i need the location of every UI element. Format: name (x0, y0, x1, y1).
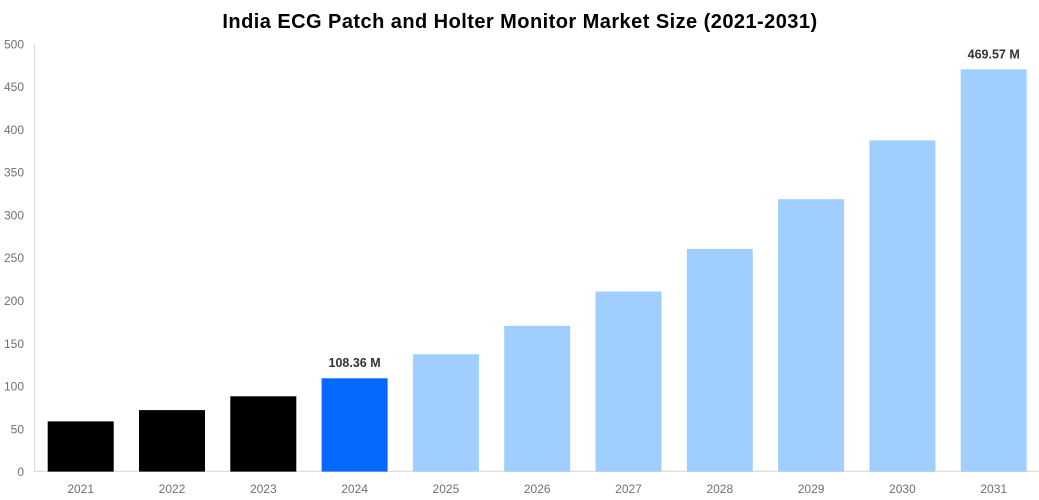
svg-text:300: 300 (4, 209, 24, 223)
svg-text:2031: 2031 (980, 482, 1007, 496)
svg-text:2022: 2022 (159, 482, 186, 496)
svg-text:2026: 2026 (524, 482, 551, 496)
svg-text:2023: 2023 (250, 482, 277, 496)
svg-text:250: 250 (4, 251, 24, 265)
svg-text:200: 200 (4, 294, 24, 308)
svg-text:500: 500 (4, 37, 24, 51)
svg-text:2027: 2027 (615, 482, 642, 496)
svg-text:108.36 M: 108.36 M (329, 356, 381, 370)
svg-text:400: 400 (4, 123, 24, 137)
svg-text:2029: 2029 (798, 482, 825, 496)
svg-text:450: 450 (4, 80, 24, 94)
svg-text:150: 150 (4, 337, 24, 351)
svg-text:2025: 2025 (433, 482, 460, 496)
svg-text:50: 50 (11, 422, 25, 436)
svg-text:India ECG Patch and Holter Mon: India ECG Patch and Holter Monitor Marke… (222, 11, 817, 33)
svg-text:0: 0 (17, 465, 24, 479)
svg-text:2030: 2030 (889, 482, 916, 496)
svg-text:469.57 M: 469.57 M (968, 48, 1020, 62)
svg-text:2028: 2028 (706, 482, 733, 496)
svg-text:100: 100 (4, 380, 24, 394)
svg-text:2024: 2024 (341, 482, 368, 496)
svg-text:350: 350 (4, 166, 24, 180)
svg-text:2021: 2021 (67, 482, 94, 496)
